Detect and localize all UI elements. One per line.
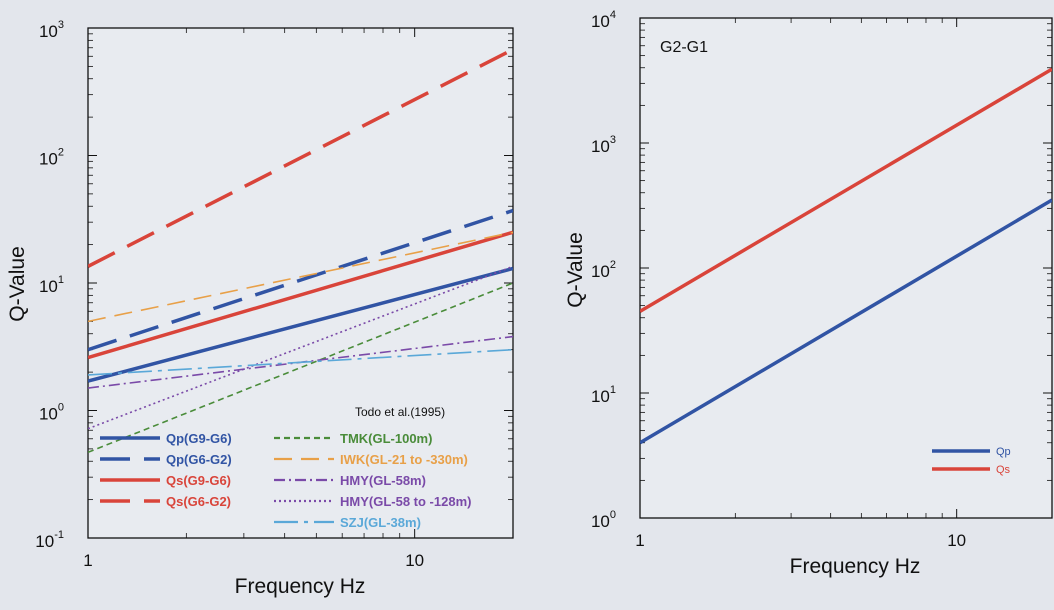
left-tick-marks (87, 27, 514, 539)
series-line-szj-gl-38m- (88, 348, 513, 376)
legend-label: SZJ(GL-38m) (340, 515, 421, 530)
right-series-lines (640, 67, 1052, 445)
legend-label: HMY(GL-58m) (340, 473, 426, 488)
legend-label: IWK(GL-21 to -330m) (340, 452, 468, 467)
x-tick-label: 10 (405, 551, 424, 570)
series-line-qp-g6-g2- (88, 208, 513, 352)
y-tick-label: 100 (39, 402, 64, 424)
series-line-qs-g6-g2- (88, 47, 513, 268)
right-chart-title: G2-G1 (660, 39, 708, 56)
left-plot-frame (87, 27, 514, 539)
y-tick-label: 103 (39, 19, 64, 41)
x-tick-label: 1 (635, 531, 644, 550)
series-line-iwk-gl-21-to-330m- (88, 231, 513, 323)
left-y-axis-label: Q-Value (6, 246, 29, 321)
left-x-tick-labels: 1 10 (83, 551, 424, 570)
right-plot-frame (639, 17, 1053, 519)
y-tick-label: 103 (591, 134, 616, 156)
y-tick-label: 102 (39, 147, 64, 169)
left-legend: Qp(G9-G6) Qp(G6-G2) Qs(G9-G6) Qs(G6-G2) TMK(… (100, 431, 471, 530)
series-line-qp (640, 198, 1052, 445)
left-y-tick-labels: 10-1 100 101 102 103 (35, 19, 64, 551)
right-y-tick-labels: 100 101 102 103 104 (591, 9, 616, 531)
right-chart: 100 101 102 103 104 1 10 G2-G1 Frequency Hz Q… (564, 9, 1053, 578)
legend-label: Qp (996, 446, 1011, 458)
right-legend: Qp Qs (932, 446, 1011, 476)
series-line-hmy-gl-58-to-128m- (88, 265, 513, 430)
right-y-axis-label: Q-Value (564, 232, 587, 307)
legend-label: Qs(G9-G6) (166, 473, 231, 488)
legend-label: HMY(GL-58 to -128m) (340, 494, 471, 509)
left-chart: 10-1 100 101 102 103 1 10 Frequency Hz Q-Valu… (6, 19, 514, 598)
legend-label: Qs (996, 464, 1011, 476)
series-line-tmk-gl-100m- (88, 282, 513, 454)
y-tick-label: 10-1 (35, 529, 64, 551)
y-tick-label: 104 (591, 9, 616, 31)
right-x-tick-labels: 1 10 (635, 531, 966, 550)
legend-label: Qp(G6-G2) (166, 452, 232, 467)
y-tick-label: 101 (39, 274, 64, 296)
series-line-qs (640, 67, 1052, 313)
legend-label: TMK(GL-100m) (340, 431, 432, 446)
left-x-axis-label: Frequency Hz (235, 575, 366, 598)
y-tick-label: 101 (591, 384, 616, 406)
y-tick-label: 100 (591, 509, 616, 531)
right-tick-marks (639, 17, 1053, 519)
series-line-qp-g9-g6- (88, 266, 513, 383)
x-tick-label: 1 (83, 551, 92, 570)
y-tick-label: 102 (591, 259, 616, 281)
series-line-qs-g9-g6- (88, 230, 513, 360)
legend-reference-header: Todo et al.(1995) (355, 405, 445, 419)
legend-label: Qs(G6-G2) (166, 494, 231, 509)
right-x-axis-label: Frequency Hz (790, 555, 921, 578)
legend-label: Qp(G9-G6) (166, 431, 232, 446)
left-series-lines (88, 47, 513, 454)
x-tick-label: 10 (947, 531, 966, 550)
